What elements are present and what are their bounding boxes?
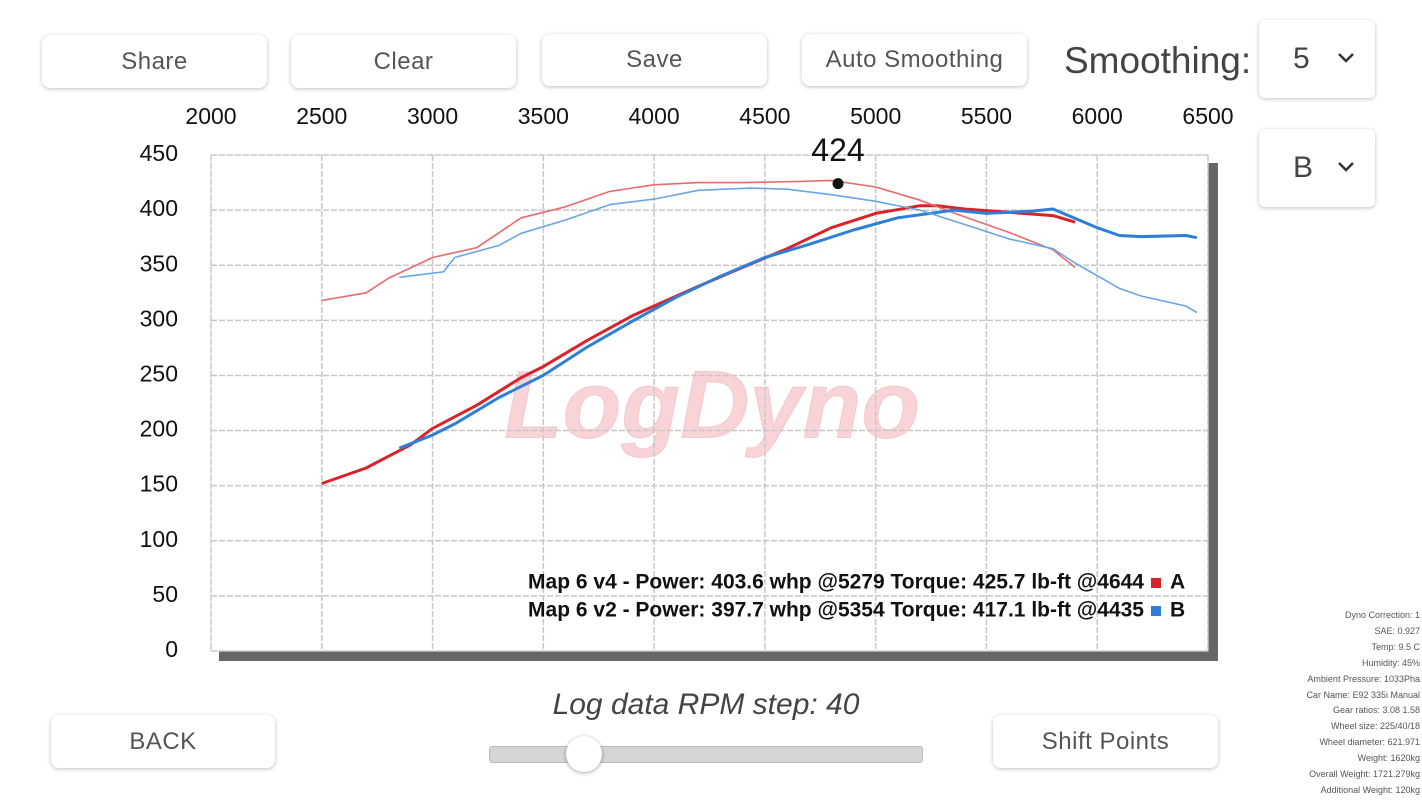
x-tick-label: 6500 bbox=[1182, 103, 1233, 129]
info-line: Overall Weight: 1721.279kg bbox=[1309, 769, 1420, 780]
info-line: Car Name: E92 335i Manual bbox=[1306, 689, 1420, 700]
plot-area bbox=[210, 154, 1209, 652]
save-button[interactable]: Save bbox=[542, 34, 767, 86]
info-line: Dyno Correction: 1 bbox=[1344, 610, 1420, 620]
info-line: Gear ratios: 3.08 1.58 bbox=[1332, 705, 1420, 716]
legend-name: A bbox=[1170, 571, 1185, 594]
run-value: B bbox=[1293, 151, 1314, 184]
shift-points-button[interactable]: Shift Points bbox=[993, 715, 1218, 768]
smoothing-select[interactable]: 5 bbox=[1259, 20, 1375, 98]
watermark: LogDyno bbox=[504, 351, 920, 458]
back-button[interactable]: BACK bbox=[51, 715, 275, 768]
run-select[interactable]: B bbox=[1259, 129, 1375, 207]
series-line bbox=[398, 207, 1198, 450]
x-tick-label: 5000 bbox=[850, 103, 901, 129]
y-tick-label: 350 bbox=[140, 250, 178, 276]
run-info: Dyno Correction: 1 SAE: 0.927 Temp: 9.5 C H… bbox=[1306, 608, 1420, 799]
info-line: Wheel size: 225/40/18 bbox=[1330, 721, 1420, 732]
clear-button[interactable]: Clear bbox=[291, 35, 516, 88]
share-button[interactable]: Share bbox=[42, 35, 267, 88]
step-label: Log data RPM step: 40 bbox=[552, 688, 860, 721]
annotation-point bbox=[832, 178, 844, 190]
info-line: Temp: 9.5 C bbox=[1371, 641, 1420, 652]
legend-swatch bbox=[1151, 606, 1161, 616]
x-tick-label: 5500 bbox=[961, 103, 1012, 129]
legend-text: Map 6 v4 - Power: 403.6 whp @5279 Torque… bbox=[528, 571, 1144, 594]
info-line: SAE: 0.927 bbox=[1374, 625, 1420, 636]
auto-smoothing-button[interactable]: Auto Smoothing bbox=[802, 34, 1027, 86]
y-tick-label: 450 bbox=[140, 140, 178, 166]
y-tick-label: 200 bbox=[140, 416, 178, 442]
annotation-label: 424 bbox=[811, 132, 864, 168]
y-tick-label: 150 bbox=[140, 471, 178, 497]
y-tick-label: 400 bbox=[140, 195, 178, 221]
smoothing-label: Smoothing: bbox=[1064, 40, 1252, 81]
y-tick-label: 0 bbox=[165, 636, 178, 662]
y-tick-label: 250 bbox=[140, 361, 178, 387]
series-line bbox=[321, 179, 1076, 302]
slider-knob[interactable] bbox=[566, 736, 602, 772]
x-tick-label: 4500 bbox=[739, 103, 790, 129]
info-line: Wheel diameter: 621.971 bbox=[1319, 737, 1420, 748]
x-tick-label: 6000 bbox=[1072, 103, 1123, 129]
x-tick-label: 2000 bbox=[185, 103, 236, 129]
x-tick-label: 2500 bbox=[296, 103, 347, 129]
legend-name: B bbox=[1170, 599, 1185, 622]
info-line: Humidity: 45% bbox=[1361, 657, 1420, 668]
legend-text: Map 6 v2 - Power: 397.7 whp @5354 Torque… bbox=[528, 599, 1144, 622]
x-tick-label: 3500 bbox=[518, 103, 569, 129]
y-tick-label: 50 bbox=[152, 581, 178, 607]
info-line: Ambient Pressure: 1033Pha bbox=[1307, 673, 1420, 684]
legend-swatch bbox=[1151, 578, 1161, 588]
info-line: Weight: 1620kg bbox=[1357, 753, 1420, 764]
chevron bbox=[1338, 53, 1354, 63]
series-line bbox=[399, 187, 1198, 314]
x-tick-label: 4000 bbox=[629, 103, 680, 129]
chevron bbox=[1338, 162, 1354, 172]
info-line: Additional Weight: 120kg bbox=[1320, 784, 1420, 795]
x-tick-label: 3000 bbox=[407, 103, 458, 129]
y-tick-label: 300 bbox=[140, 305, 178, 331]
y-tick-label: 100 bbox=[140, 526, 178, 552]
smoothing-value: 5 bbox=[1293, 42, 1310, 75]
slider-track[interactable] bbox=[489, 746, 923, 763]
